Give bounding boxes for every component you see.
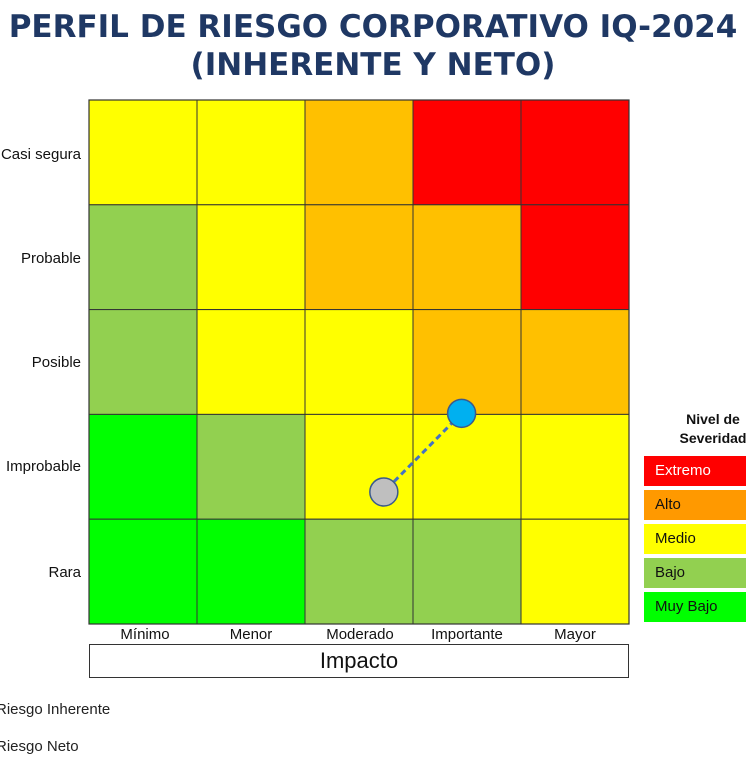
y-label-posible: Posible	[31, 354, 81, 371]
matrix-cell-2-5	[520, 204, 630, 311]
x-label-moderado: Moderado	[326, 626, 394, 643]
matrix-cell-4-2	[196, 413, 306, 520]
matrix-cell-2-2	[196, 204, 306, 311]
matrix-cell-5-3	[304, 518, 414, 625]
legend-item-muy-bajo: Muy Bajo	[644, 592, 746, 622]
matrix-cell-1-4	[412, 99, 522, 206]
matrix-cell-3-5	[520, 309, 630, 415]
x-label-minimo: Mínimo	[120, 626, 170, 643]
legend-title-line2: Severidad	[679, 430, 746, 446]
chart-title-line2: (INHERENTE Y NETO)	[190, 47, 556, 83]
legend-item-extremo: Extremo	[644, 456, 746, 486]
matrix-cell-4-3	[304, 413, 414, 520]
matrix-border	[88, 99, 630, 625]
matrix-cell-3-4	[412, 309, 522, 415]
matrix-cell-4-1	[88, 413, 198, 520]
matrix-cell-5-2	[196, 518, 306, 625]
matrix-cell-5-1	[88, 518, 198, 625]
matrix-cell-2-1	[88, 204, 198, 311]
inherent-risk-point	[446, 398, 477, 429]
legend-title: Nivel de Severidad	[648, 410, 746, 448]
matrix-cell-2-3	[304, 204, 414, 311]
y-label-improbable: Improbable	[5, 458, 81, 475]
footer-riesgo-neto: Riesgo Neto	[0, 738, 79, 755]
matrix-cell-1-2	[196, 99, 306, 206]
legend-item-bajo: Bajo	[644, 558, 746, 588]
x-label-importante: Importante	[431, 626, 503, 643]
matrix-cell-4-5	[520, 413, 630, 520]
matrix-cell-2-4	[412, 204, 522, 311]
y-label-casi-segura: Casi segura	[0, 146, 81, 163]
chart-title: PERFIL DE RIESGO CORPORATIVO IQ-2024 (IN…	[0, 8, 746, 84]
inherent-to-net-connector	[382, 412, 463, 494]
x-label-menor: Menor	[229, 626, 273, 643]
matrix-cell-1-3	[304, 99, 414, 206]
matrix-cell-4-4	[412, 413, 522, 520]
matrix-cell-5-5	[520, 518, 630, 625]
matrix-cell-5-4	[412, 518, 522, 625]
chart-title-line1: PERFIL DE RIESGO CORPORATIVO IQ-2024	[8, 9, 738, 45]
x-axis-title: Impacto	[89, 644, 629, 678]
matrix-cell-3-3	[304, 309, 414, 415]
y-label-probable: Probable	[20, 250, 81, 267]
legend-item-alto: Alto	[644, 490, 746, 520]
matrix-cell-3-2	[196, 309, 306, 415]
legend-title-line1: Nivel de	[686, 411, 740, 427]
x-label-mayor: Mayor	[554, 626, 596, 643]
matrix-cell-1-5	[520, 99, 630, 206]
y-label-rara: Rara	[48, 564, 81, 581]
net-risk-point	[369, 477, 399, 507]
legend-item-medio: Medio	[644, 524, 746, 554]
matrix-cell-1-1	[88, 99, 198, 206]
footer-riesgo-inherente: Riesgo Inherente	[0, 701, 111, 718]
matrix-cell-3-1	[88, 309, 198, 415]
